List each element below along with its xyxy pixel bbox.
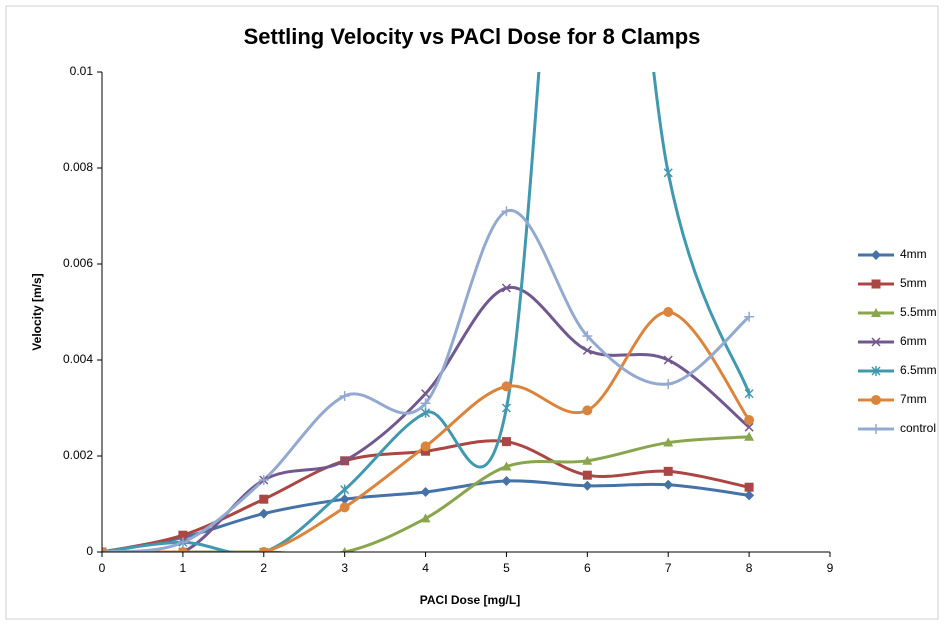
marker bbox=[258, 508, 269, 519]
y-tick-label: 0.002 bbox=[63, 448, 93, 462]
x-tick-label: 9 bbox=[827, 561, 834, 575]
marker bbox=[871, 424, 881, 434]
marker bbox=[744, 388, 754, 399]
marker bbox=[744, 431, 755, 441]
marker bbox=[871, 308, 881, 317]
y-tick-label: 0.004 bbox=[63, 352, 93, 366]
x-tick-label: 0 bbox=[99, 561, 106, 575]
marker bbox=[420, 441, 431, 452]
marker bbox=[259, 494, 269, 504]
x-tick-label: 4 bbox=[422, 561, 429, 575]
marker bbox=[582, 405, 593, 416]
marker bbox=[339, 502, 350, 513]
marker bbox=[102, 547, 107, 552]
x-tick-label: 7 bbox=[665, 561, 672, 575]
marker bbox=[663, 479, 674, 490]
y-tick-label: 0.006 bbox=[63, 256, 93, 270]
marker bbox=[501, 461, 512, 471]
marker bbox=[501, 403, 511, 413]
legend-label: 4mm bbox=[900, 247, 927, 261]
marker bbox=[258, 547, 269, 552]
marker bbox=[501, 381, 512, 392]
marker bbox=[421, 407, 431, 418]
marker bbox=[501, 475, 512, 486]
x-tick-label: 6 bbox=[584, 561, 591, 575]
y-axis-label: Velocity [m/s] bbox=[30, 273, 44, 350]
x-tick-label: 5 bbox=[503, 561, 510, 575]
marker bbox=[420, 513, 431, 523]
x-tick-label: 3 bbox=[341, 561, 348, 575]
marker bbox=[582, 480, 593, 491]
chart-title: Settling Velocity vs PACl Dose for 8 Cla… bbox=[244, 24, 701, 49]
marker bbox=[582, 470, 592, 480]
legend-label: control bbox=[900, 421, 936, 435]
y-tick-label: 0.01 bbox=[70, 64, 94, 78]
x-tick-label: 1 bbox=[180, 561, 187, 575]
y-tick-label: 0.008 bbox=[63, 160, 93, 174]
marker bbox=[871, 366, 881, 376]
marker bbox=[744, 422, 754, 432]
marker bbox=[663, 437, 674, 447]
marker bbox=[582, 455, 593, 465]
marker bbox=[501, 437, 511, 447]
x-tick-label: 8 bbox=[746, 561, 753, 575]
marker bbox=[339, 391, 350, 401]
chart-border bbox=[5, 5, 939, 620]
marker bbox=[341, 547, 348, 552]
marker bbox=[663, 307, 674, 317]
marker bbox=[339, 494, 350, 505]
marker bbox=[258, 475, 269, 485]
marker bbox=[744, 415, 755, 425]
marker bbox=[663, 466, 673, 476]
y-tick-label: 0 bbox=[86, 544, 93, 558]
marker bbox=[340, 456, 350, 466]
marker bbox=[744, 482, 754, 492]
marker bbox=[420, 398, 431, 409]
x-tick-label: 2 bbox=[260, 561, 267, 575]
series-group bbox=[102, 72, 755, 552]
marker bbox=[420, 487, 431, 497]
legend-label: 7mm bbox=[900, 392, 927, 406]
marker bbox=[177, 547, 188, 552]
marker bbox=[663, 355, 673, 365]
marker bbox=[501, 206, 512, 217]
marker bbox=[582, 345, 592, 355]
legend-label: 6mm bbox=[900, 334, 927, 348]
marker bbox=[871, 250, 881, 260]
marker bbox=[744, 311, 755, 322]
marker bbox=[421, 389, 431, 399]
marker bbox=[582, 331, 593, 341]
plot-area bbox=[102, 72, 755, 552]
legend-label: 5mm bbox=[900, 276, 927, 290]
series-line bbox=[102, 209, 751, 552]
marker bbox=[178, 530, 188, 540]
marker bbox=[871, 279, 881, 289]
marker bbox=[744, 490, 755, 501]
marker bbox=[871, 337, 881, 347]
marker bbox=[501, 283, 511, 293]
series-line bbox=[102, 310, 751, 552]
x-axis-label: PACl Dose [mg/L] bbox=[420, 593, 520, 607]
marker bbox=[177, 537, 188, 548]
marker bbox=[871, 395, 881, 405]
legend-label: 5.5mm bbox=[900, 305, 937, 319]
marker bbox=[340, 484, 350, 495]
marker bbox=[663, 167, 673, 178]
legend-label: 6.5mm bbox=[900, 363, 937, 377]
marker bbox=[663, 379, 674, 389]
